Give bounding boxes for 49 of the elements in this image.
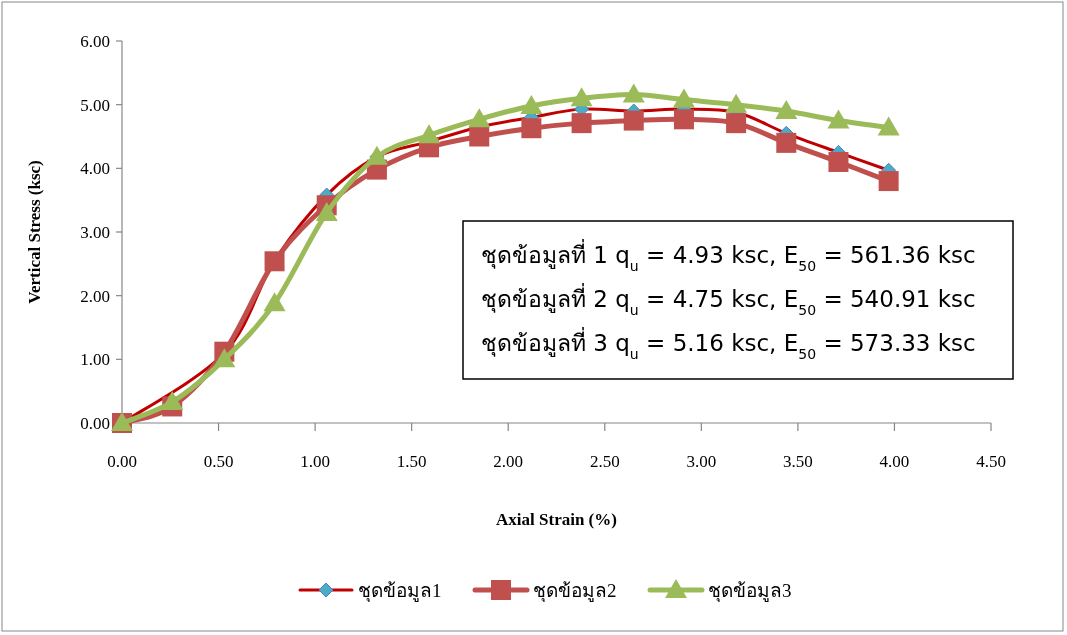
point <box>775 100 798 120</box>
x-tick-label: 4.00 <box>879 452 910 471</box>
annotation: ชุดข้อมูลที่ 3 q$_{u}$ = 5.16 ksc, E$_{50}$ = 573.33 ksc <box>481 327 976 362</box>
x-tick-label: 0.00 <box>107 452 137 471</box>
y-tick-label: 1.00 <box>80 350 110 370</box>
point <box>877 116 900 136</box>
y-tick-label: 5.00 <box>80 95 110 115</box>
y-axis-title: Vertical Stress (ksc) <box>25 160 44 304</box>
point <box>776 132 797 153</box>
annotation: ชุดข้อมูลที่ 1 q$_{u}$ = 4.93 ksc, E$_{50}$ = 561.36 ksc <box>481 239 976 274</box>
point <box>161 390 184 410</box>
point <box>520 94 543 114</box>
point <box>726 113 747 134</box>
point <box>521 118 542 139</box>
y-tick-label: 0.00 <box>80 414 110 433</box>
point <box>673 109 694 130</box>
point <box>263 292 286 312</box>
x-tick-label: 0.50 <box>203 452 234 471</box>
point <box>878 171 899 192</box>
point <box>213 348 236 368</box>
point <box>623 110 644 131</box>
y-tick-label: 2.00 <box>80 286 110 306</box>
point <box>571 113 592 134</box>
point <box>672 88 695 108</box>
x-tick-label: 3.50 <box>783 452 813 471</box>
x-axis-title: Axial Strain (%) <box>496 510 617 529</box>
x-tick-label: 2.00 <box>493 452 524 471</box>
point <box>468 108 491 128</box>
x-tick-label: 1.00 <box>300 452 330 471</box>
y-tick-label: 3.00 <box>80 223 110 242</box>
x-tick-label: 1.50 <box>396 452 427 471</box>
legend-label: ชุดข้อมูล3 <box>708 580 792 603</box>
annotation: ชุดข้อมูลที่ 2 q$_{u}$ = 4.75 ksc, E$_{50}$ = 540.91 ksc <box>481 283 976 318</box>
point <box>622 83 645 103</box>
point <box>827 109 850 129</box>
point <box>725 93 748 113</box>
point <box>418 124 441 144</box>
x-tick-label: 3.00 <box>686 452 717 471</box>
point <box>365 145 388 165</box>
point <box>469 126 490 147</box>
point <box>828 151 849 172</box>
y-tick-label: 6.00 <box>80 32 110 51</box>
legend-label: ชุดข้อมูล2 <box>533 580 617 603</box>
x-tick-label: 4.50 <box>976 452 1006 471</box>
point <box>315 201 338 221</box>
point <box>570 87 593 107</box>
y-tick-label: 4.00 <box>80 159 110 179</box>
x-tick-label: 2.50 <box>589 452 620 471</box>
legend-label: ชุดข้อมูล1 <box>358 580 442 603</box>
